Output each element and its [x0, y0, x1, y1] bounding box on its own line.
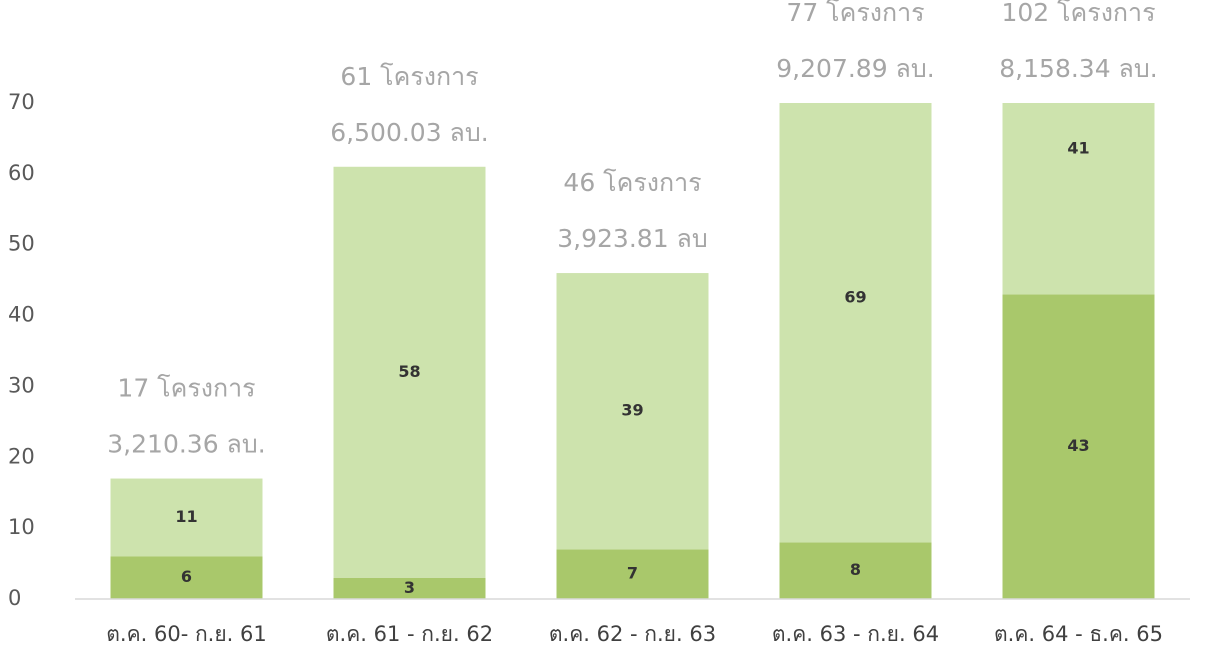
annotation: 17 โครงการ	[117, 374, 255, 403]
data-label: 3	[404, 578, 415, 597]
x-tick-label: ต.ค. 62 - ก.ย. 63	[549, 622, 716, 646]
y-tick-label: 30	[8, 373, 35, 397]
bar-segment	[110, 556, 263, 599]
data-label: 7	[627, 564, 638, 583]
annotation: 3,210.36 ลบ.	[107, 430, 265, 459]
data-label: 43	[1067, 436, 1089, 455]
bars	[110, 103, 1155, 599]
x-tick-label: ต.ค. 63 - ก.ย. 64	[772, 622, 939, 646]
bar-segment	[1002, 103, 1155, 295]
bar-segment	[779, 103, 932, 543]
bar-segment	[556, 549, 709, 599]
y-tick-label: 10	[8, 515, 35, 539]
x-tick-label: ต.ค. 64 - ธ.ค. 65	[994, 622, 1163, 646]
x-tick-label: ต.ค. 60- ก.ย. 61	[106, 622, 266, 646]
bar-segment	[333, 166, 486, 578]
annotation: 6,500.03 ลบ.	[330, 118, 488, 147]
annotation: 61 โครงการ	[340, 62, 478, 91]
annotation: 46 โครงการ	[563, 168, 701, 197]
data-label: 11	[175, 507, 197, 526]
annotation: 3,923.81 ลบ	[557, 224, 707, 253]
bar-segment	[556, 273, 709, 550]
annotation: 102 โครงการ	[1001, 0, 1155, 27]
y-tick-label: 40	[8, 303, 35, 327]
bar-segment	[1002, 294, 1155, 599]
y-tick-label: 70	[8, 90, 35, 114]
annotation: 77 โครงการ	[786, 0, 924, 27]
data-label: 8	[850, 560, 861, 579]
data-label: 58	[398, 362, 420, 381]
annotation: 8,158.34 ลบ.	[999, 54, 1157, 83]
bar-segment	[779, 542, 932, 599]
bar-segment	[110, 478, 263, 557]
bar-segment	[333, 577, 486, 599]
data-label: 69	[844, 287, 866, 306]
y-tick-label: 60	[8, 161, 35, 185]
data-label: 39	[621, 401, 643, 420]
y-tick-label: 0	[8, 586, 21, 610]
y-tick-label: 50	[8, 232, 35, 256]
x-tick-label: ต.ค. 61 - ก.ย. 62	[326, 622, 493, 646]
annotation: 9,207.89 ลบ.	[776, 54, 934, 83]
data-label: 6	[181, 567, 192, 586]
y-tick-label: 20	[8, 444, 35, 468]
data-label: 41	[1067, 139, 1089, 158]
